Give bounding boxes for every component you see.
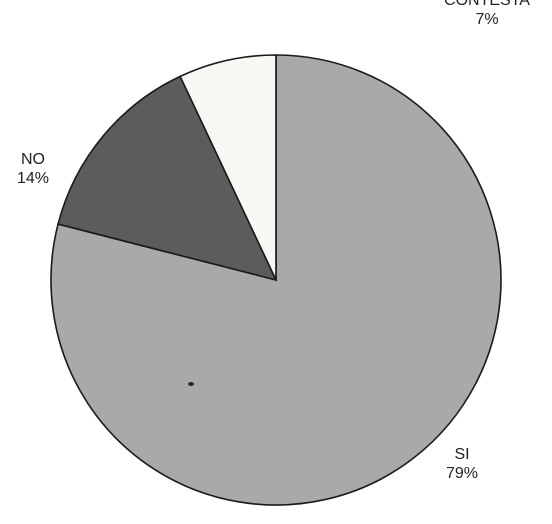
pie-slice-2 [179,54,277,281]
slice-category-label: NO [21,151,45,168]
slice-category-label: CONTESTA [444,0,530,9]
pie-slices [50,54,502,506]
slice-percent-label: 14% [17,170,49,187]
slice-category-label: SI [454,446,469,463]
scan-speck-mark [188,382,194,386]
pie-slice-1 [57,75,278,282]
slice-percent-label: 79% [446,465,478,482]
slice-percent-label: 7% [475,11,498,28]
